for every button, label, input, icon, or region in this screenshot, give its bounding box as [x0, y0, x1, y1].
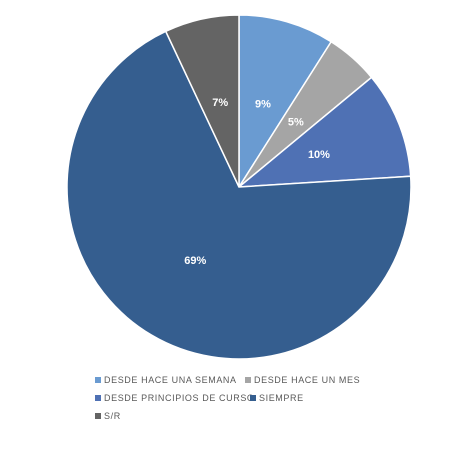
- pie-slice: [238, 14, 333, 190]
- data-label: 5%: [288, 116, 304, 128]
- legend-label: SIEMPRE: [259, 393, 304, 403]
- data-label: 10%: [308, 149, 330, 161]
- data-label: 69%: [184, 255, 206, 267]
- pie-slice: [66, 30, 412, 360]
- legend-swatch: [95, 377, 101, 383]
- legend-swatch: [245, 377, 251, 383]
- legend-label: DESDE HACE UN MES: [254, 375, 360, 385]
- data-label: 7%: [212, 97, 228, 109]
- legend-swatch: [250, 395, 256, 401]
- pie-slice: [164, 14, 240, 188]
- pie-slice: [236, 76, 412, 188]
- legend-swatch: [95, 395, 101, 401]
- legend-label: S/R: [104, 411, 121, 421]
- legend-swatch: [95, 413, 101, 419]
- data-label: 9%: [255, 98, 271, 110]
- legend-label: DESDE HACE UNA SEMANA: [104, 375, 237, 385]
- legend-label: DESDE PRINCIPIOS DE CURSO: [104, 393, 255, 403]
